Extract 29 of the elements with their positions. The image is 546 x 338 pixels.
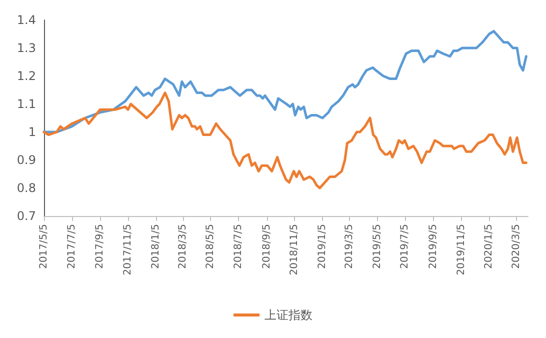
y-tick-label: 1.3 <box>16 41 36 55</box>
x-tick-label: 2018/9/5 <box>261 224 272 269</box>
x-tick-label: 2018/1/5 <box>150 224 162 269</box>
x-tick-label: 2018/7/5 <box>233 224 244 269</box>
y-tick-label: 1.4 <box>16 13 36 27</box>
x-tick-label: 2017/7/5 <box>66 224 78 269</box>
x-tick-label: 2019/5/5 <box>372 224 383 269</box>
line-series <box>42 92 528 190</box>
y-tick-label: 0.8 <box>16 181 36 195</box>
x-tick-label: 2020/3/5 <box>511 224 522 269</box>
x-tick-label: 2017/5/5 <box>38 224 50 269</box>
y-tick-label: 1 <box>28 125 36 139</box>
y-tick-label: 1.2 <box>16 69 36 83</box>
x-tick-label: 2019/1/5 <box>317 224 328 269</box>
x-tick-label: 2019/11/5 <box>456 224 467 276</box>
y-tick-label: 1.1 <box>16 97 36 111</box>
x-tick-label: 2017/11/5 <box>122 224 134 276</box>
line-series <box>42 30 528 134</box>
x-tick-label: 2017/9/5 <box>94 224 106 269</box>
x-tick-label: 2019/3/5 <box>344 224 355 269</box>
x-tick-label: 2018/11/5 <box>289 224 300 276</box>
x-tick-label: 2018/5/5 <box>205 224 216 269</box>
x-tick-label: 2018/3/5 <box>177 224 188 269</box>
x-tick-label: 2019/9/5 <box>428 224 439 269</box>
x-tick-label: 2020/1/5 <box>484 224 495 269</box>
y-tick-label: 0.9 <box>16 153 36 167</box>
x-tick-label: 2019/7/5 <box>400 224 411 269</box>
legend-label: 上证指数 <box>264 308 312 322</box>
y-tick-label: 0.7 <box>16 209 36 223</box>
